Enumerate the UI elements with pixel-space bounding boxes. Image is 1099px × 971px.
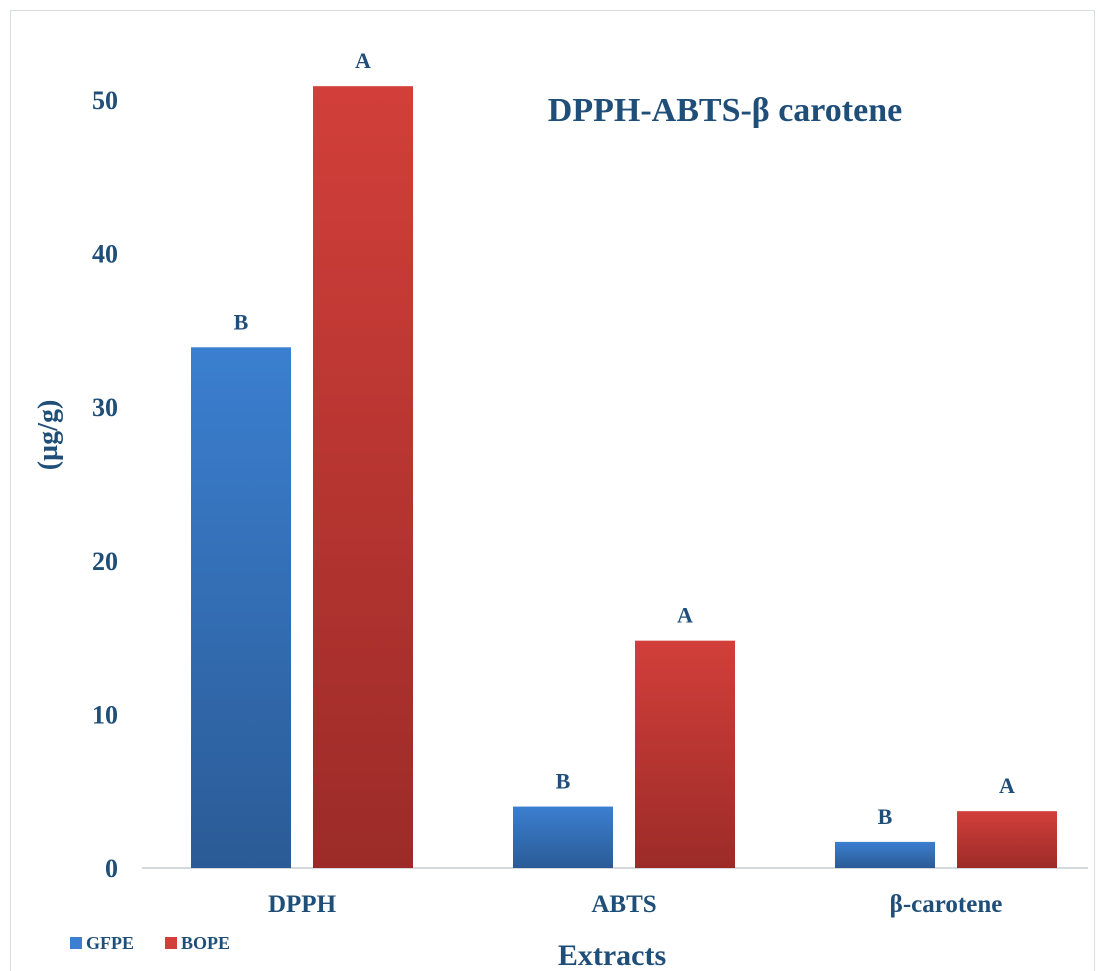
y-tick-label: 30 xyxy=(92,393,118,422)
bar-gfpe-2 xyxy=(835,841,935,868)
y-tick-label: 40 xyxy=(92,240,118,269)
bar-bope-0 xyxy=(313,86,413,868)
bar-label-bope-2: A xyxy=(999,773,1015,798)
legend-swatch-bope xyxy=(165,937,177,949)
y-tick-label: 10 xyxy=(92,700,118,729)
bar-significance-labels: B B B A A A xyxy=(234,48,1015,829)
bar-label-bope-0: A xyxy=(355,48,371,73)
bar-gfpe-0 xyxy=(191,347,291,868)
x-axis-label: Extracts xyxy=(558,939,666,971)
bar-label-gfpe-2: B xyxy=(878,804,893,829)
legend-label-bope: BOPE xyxy=(181,933,230,953)
x-tick-label: DPPH xyxy=(268,891,337,918)
y-axis-label: (µg/g) xyxy=(33,400,64,471)
y-tick-label: 20 xyxy=(92,547,118,576)
legend-swatch-gfpe xyxy=(70,937,82,949)
legend: GFPE BOPE xyxy=(70,933,230,953)
bar-bope-1 xyxy=(635,640,735,868)
bars xyxy=(191,86,1057,868)
y-tick-labels: 0 10 20 30 40 50 xyxy=(92,86,118,883)
bar-label-gfpe-0: B xyxy=(234,309,249,334)
bar-gfpe-1 xyxy=(513,806,613,868)
bar-label-bope-1: A xyxy=(677,603,693,628)
y-tick-label: 50 xyxy=(92,86,118,115)
x-tick-label: ABTS xyxy=(591,891,656,918)
legend-label-gfpe: GFPE xyxy=(86,933,134,953)
bar-bope-2 xyxy=(957,811,1057,868)
x-tick-label: β-carotene xyxy=(890,891,1003,918)
y-tick-label: 0 xyxy=(105,854,118,883)
bar-label-gfpe-1: B xyxy=(556,769,571,794)
chart-title: DPPH-ABTS-β carotene xyxy=(548,92,902,129)
x-tick-labels: DPPH ABTS β-carotene xyxy=(268,891,1002,918)
